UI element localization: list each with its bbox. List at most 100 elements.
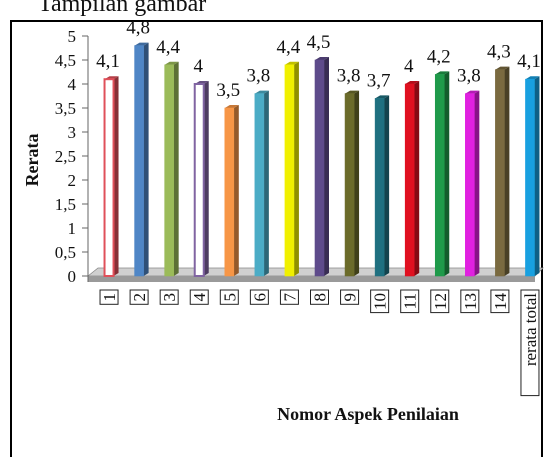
data-label: 4 (193, 56, 203, 77)
bar-top (465, 90, 480, 94)
x-tick-box (99, 289, 119, 305)
x-tick-label: 13 (460, 289, 480, 314)
x-tick-label: 11 (400, 289, 420, 314)
bar-front (224, 107, 235, 277)
bar-top (315, 57, 329, 60)
x-tick-label: rerata total (520, 289, 540, 397)
x-tick-box (400, 289, 420, 314)
x-tick-label: 7 (279, 289, 299, 305)
bar-side (203, 81, 209, 276)
y-tick-label: 2,5 (55, 147, 76, 166)
bar-side (173, 61, 179, 276)
x-tick-box (159, 289, 179, 305)
x-tick-label: 9 (340, 289, 360, 305)
data-label: 4,5 (307, 32, 331, 53)
data-label: 3,8 (246, 66, 270, 87)
x-tick-text: 11 (401, 293, 420, 309)
x-tick-text: 3 (160, 293, 179, 302)
data-label: 3,8 (457, 66, 481, 87)
x-tick-text: 4 (190, 293, 209, 302)
y-tick-label: 1 (68, 219, 77, 238)
data-label: 4 (404, 56, 414, 77)
data-label: 4,1 (96, 51, 120, 72)
x-tick-box (310, 289, 329, 305)
caption-fragment: Tampilan gambar (38, 0, 207, 17)
x-tick-text: 12 (431, 293, 450, 310)
bar (495, 66, 510, 277)
x-tick-label: 1 (99, 289, 119, 305)
bar-front (374, 98, 385, 277)
bar-side (113, 76, 119, 276)
bar-front (404, 83, 415, 277)
x-tick-labels: 1 2 3 4 5 6 7 8 9 10 11 12 13 14 rerata total (99, 289, 540, 397)
bar-top (284, 61, 299, 65)
x-tick-label: 3 (159, 289, 179, 305)
y-tick-label: 3 (68, 123, 77, 142)
x-tick-box (129, 289, 149, 305)
bar-side (263, 90, 269, 276)
bar-front (134, 45, 144, 277)
bars (103, 42, 540, 277)
bar-side (143, 42, 149, 276)
data-label: 4,8 (126, 18, 150, 39)
x-tick-box (340, 289, 360, 305)
x-axis-title: Nomor Aspek Penilaian (277, 404, 459, 424)
y-tick-label: 0,5 (55, 243, 76, 262)
x-tick-label: 14 (490, 289, 510, 314)
bar-side (354, 90, 360, 276)
bar-front (254, 93, 265, 277)
bar-front (495, 69, 505, 277)
x-tick-box (520, 289, 540, 397)
bar (103, 76, 119, 277)
bar-top (375, 95, 390, 99)
bar-side (293, 61, 299, 276)
y-tick-labels: 0 0,5 1 1,5 2 2,5 3 3,5 4 4,5 5 (55, 27, 88, 286)
data-label: 4,4 (277, 37, 301, 58)
bar (134, 42, 149, 277)
y-tick-label: 4 (68, 75, 77, 94)
x-tick-text: 13 (461, 293, 480, 310)
bar (374, 95, 390, 277)
x-tick-box (219, 289, 239, 305)
bar-side (504, 66, 510, 276)
data-label: 3,5 (216, 80, 240, 101)
x-tick-box (460, 289, 480, 314)
x-tick-text: 1 (100, 293, 119, 302)
bar (314, 57, 329, 277)
x-tick-box (189, 289, 209, 305)
bar-front (314, 59, 325, 277)
bar-front (103, 78, 115, 277)
y-tick-label: 2 (68, 171, 77, 190)
data-label: 3,8 (337, 66, 361, 87)
x-tick-label: 2 (129, 289, 149, 305)
data-label: 3,7 (367, 70, 391, 91)
x-tick-label: 5 (219, 289, 239, 305)
bar-side (233, 105, 239, 276)
bar-side (384, 95, 390, 277)
x-tick-text: 6 (250, 293, 269, 302)
x-tick-text: 14 (491, 293, 510, 311)
bar-top (254, 90, 269, 94)
bar-top (525, 76, 540, 80)
x-tick-text: 7 (280, 293, 299, 302)
x-tick-text: 5 (220, 293, 239, 302)
bar (224, 105, 239, 277)
bar (254, 90, 269, 277)
bar-front (465, 93, 475, 277)
y-axis-title: Rerata (22, 134, 42, 187)
bar (434, 71, 450, 277)
bar (525, 76, 540, 277)
bar-top (164, 61, 179, 65)
bar (344, 90, 360, 277)
bar-front (164, 64, 174, 277)
bar-side (414, 81, 420, 276)
floor-edge (88, 276, 535, 282)
x-tick-box (279, 289, 299, 305)
y-tick-label: 4,5 (55, 51, 76, 70)
bar-front (344, 93, 355, 277)
y-tick-label: 5 (68, 27, 77, 46)
data-labels: 4,1 4,8 4,4 4 3,5 3,8 4,4 4,5 3,8 3,7 4 4,2 3,8 4,3 4,… (96, 18, 541, 101)
bar (164, 61, 179, 277)
chart-frame (10, 20, 543, 457)
